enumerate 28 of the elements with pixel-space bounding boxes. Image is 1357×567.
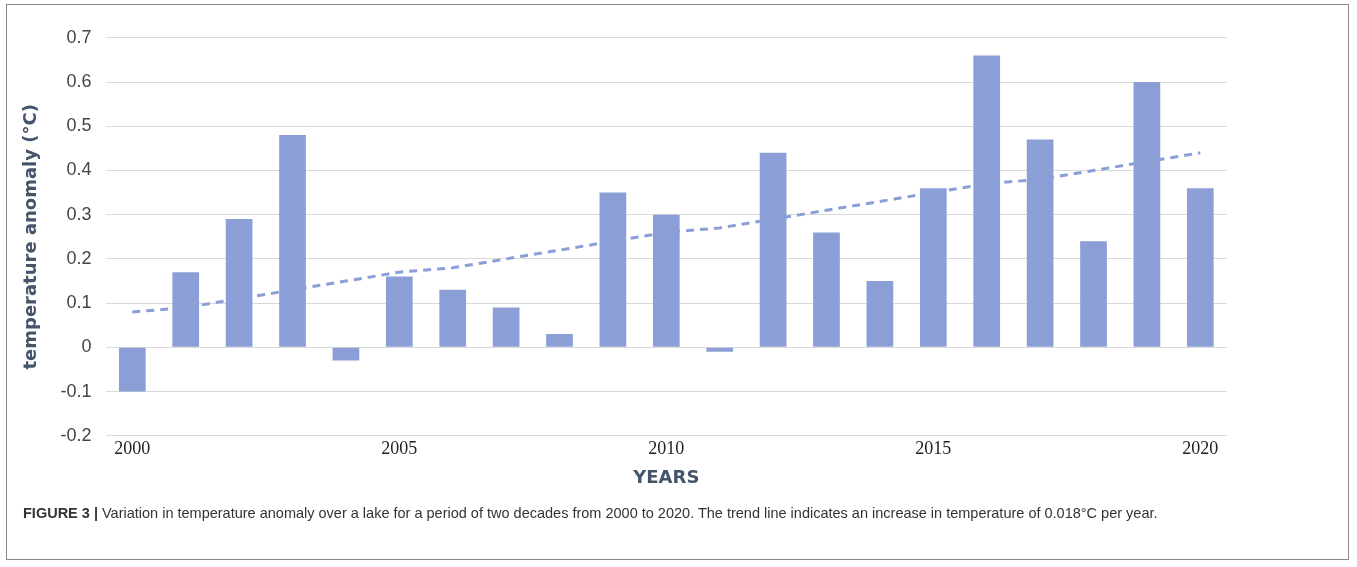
y-axis-title: temperature anomaly (°C) xyxy=(19,104,41,370)
bar xyxy=(1186,188,1214,347)
x-axis-title: YEARS xyxy=(632,465,700,487)
y-tick-label: 0.6 xyxy=(66,70,92,91)
bar xyxy=(706,347,734,352)
y-tick-label: 0.4 xyxy=(66,159,92,180)
bar xyxy=(492,307,520,347)
x-tick-label: 2020 xyxy=(1182,438,1219,459)
bar xyxy=(332,347,360,361)
y-tick-label: 0.7 xyxy=(66,26,92,47)
bar xyxy=(866,281,894,347)
y-tick-label: 0 xyxy=(81,336,92,357)
bar xyxy=(439,289,467,347)
x-tick-label: 2015 xyxy=(915,438,952,459)
bar xyxy=(546,334,573,347)
x-tick-label: 2000 xyxy=(114,438,151,459)
y-tick-label: 0.1 xyxy=(66,292,92,313)
y-tick-label: 0.5 xyxy=(66,115,92,136)
x-tick-label: 2005 xyxy=(381,438,418,459)
x-tick-label: 2010 xyxy=(648,438,685,459)
bar xyxy=(813,232,840,347)
bar xyxy=(1080,241,1107,347)
caption: FIGURE 3 | Variation in temperature anomaly over a lake for a period of two decades from 2000 to 2020. The trend line indicates an increase in temperature of 0.018°C per year. xyxy=(23,504,1159,523)
y-tick-label: -0.1 xyxy=(60,380,92,401)
y-tick-label: 0.3 xyxy=(66,203,92,224)
bar xyxy=(118,347,146,392)
y-tick-label: 0.2 xyxy=(66,247,92,268)
y-tick-label: -0.2 xyxy=(60,424,92,445)
